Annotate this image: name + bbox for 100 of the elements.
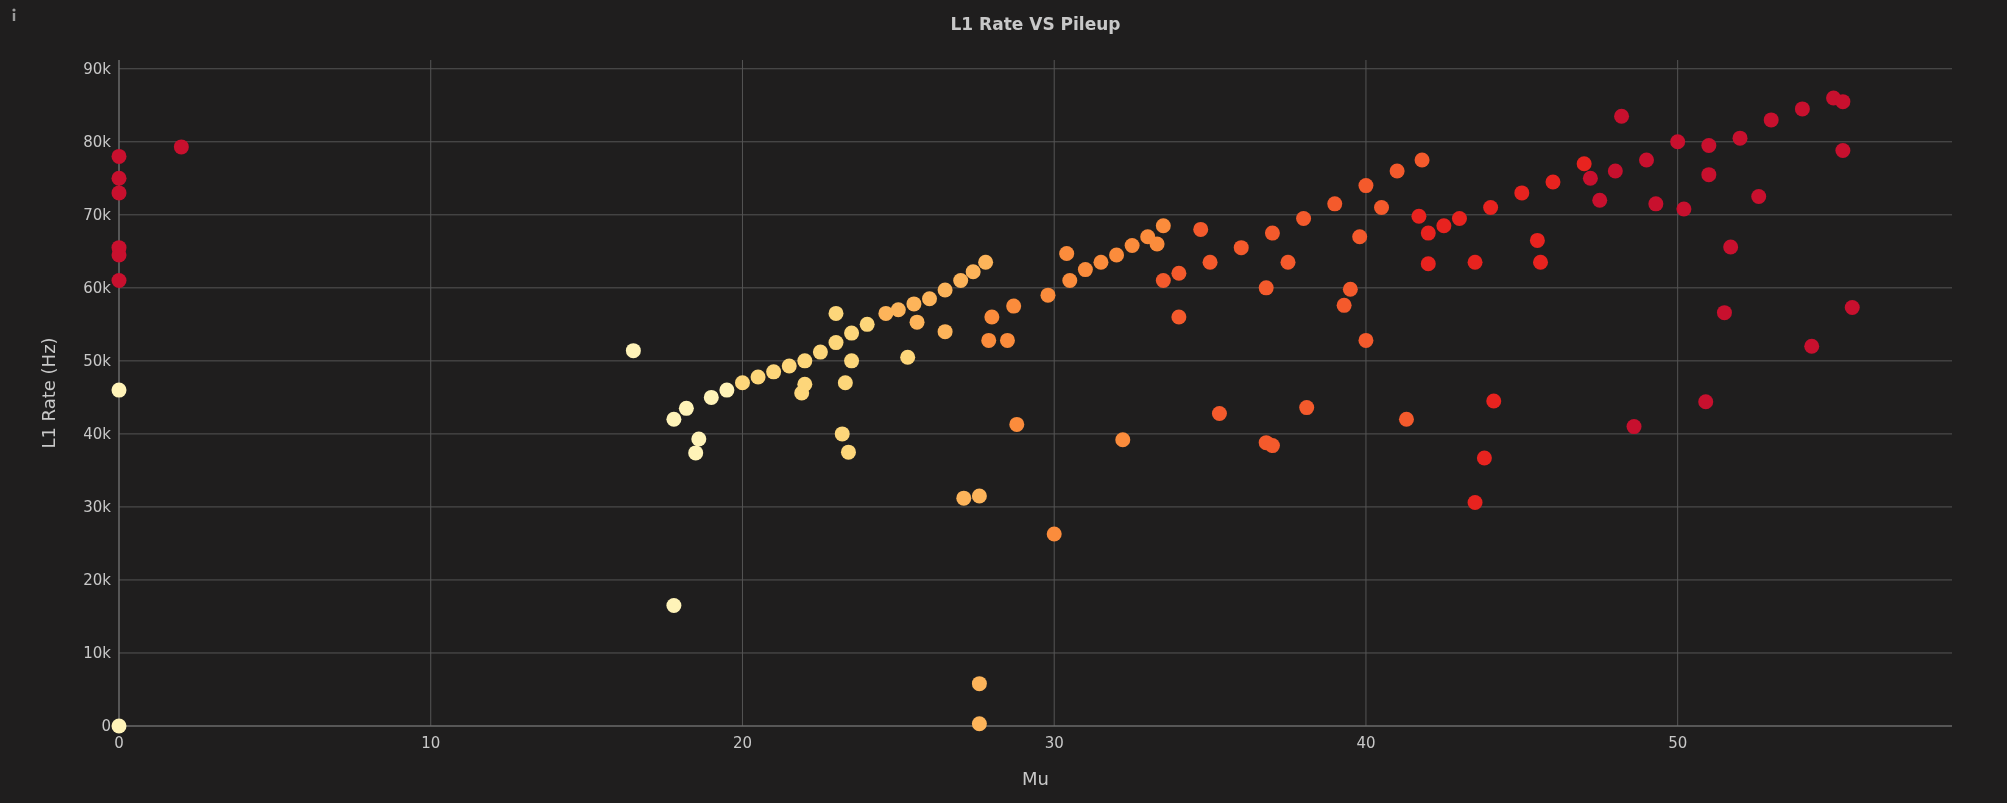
point (111, 273, 127, 289)
point (1414, 152, 1430, 168)
point (688, 445, 704, 461)
point (978, 254, 994, 270)
point (1059, 246, 1075, 262)
point (965, 264, 981, 280)
point (1751, 189, 1767, 205)
point (971, 488, 987, 504)
point (1467, 495, 1483, 511)
point (890, 302, 906, 318)
point (719, 382, 735, 398)
point (1716, 305, 1732, 321)
y-tick-label: 80k (83, 132, 112, 151)
point (666, 411, 682, 427)
point (111, 170, 127, 186)
point (1398, 411, 1414, 427)
point (1483, 200, 1499, 216)
point (844, 353, 860, 369)
point (1202, 254, 1218, 270)
point (111, 382, 127, 398)
point (1046, 526, 1062, 542)
point (1420, 256, 1436, 272)
x-tick-label: 10 (421, 734, 441, 752)
point (111, 718, 127, 734)
point (1701, 167, 1717, 183)
point (1109, 247, 1125, 263)
y-tick-label: 20k (83, 570, 112, 589)
point (1327, 196, 1343, 212)
point (1171, 309, 1187, 325)
point (1670, 134, 1686, 150)
y-tick-label: 70k (83, 205, 112, 224)
x-axis-title: Mu (1022, 768, 1049, 789)
point (781, 358, 797, 374)
point (1582, 170, 1598, 186)
x-tick-label: 30 (1044, 734, 1064, 752)
point (1411, 208, 1427, 224)
point (984, 309, 1000, 325)
point (1639, 152, 1654, 168)
point (1358, 332, 1374, 348)
point (1352, 229, 1368, 245)
point (1040, 287, 1056, 303)
point (1676, 201, 1692, 217)
point (1626, 419, 1642, 435)
point (1476, 450, 1492, 466)
point (1804, 338, 1820, 354)
point (1155, 273, 1171, 289)
point (1545, 174, 1561, 190)
point (1171, 265, 1187, 281)
point (999, 332, 1015, 348)
point (734, 375, 750, 391)
point (1149, 236, 1165, 252)
point (1701, 137, 1717, 153)
point (878, 305, 894, 321)
y-tick-label: 40k (83, 424, 112, 443)
point (812, 344, 828, 360)
point (1648, 196, 1664, 212)
point (1514, 185, 1530, 201)
y-axis-title: L1 Rate (Hz) (38, 337, 59, 449)
point (909, 314, 925, 330)
x-tick-label: 20 (732, 734, 753, 752)
point (1299, 400, 1315, 416)
point (1211, 405, 1227, 421)
point (1723, 239, 1739, 255)
point (981, 332, 997, 348)
point (678, 400, 694, 416)
point (956, 490, 972, 506)
point (1576, 156, 1592, 172)
point (1389, 163, 1405, 179)
point (937, 282, 953, 298)
point (1062, 273, 1078, 289)
point (1486, 393, 1502, 409)
point (111, 185, 127, 201)
y-tick-label: 50k (83, 351, 112, 370)
point (1258, 280, 1274, 296)
point (703, 389, 719, 405)
y-tick-label: 90k (83, 59, 112, 78)
point (111, 148, 127, 164)
point (1233, 240, 1249, 256)
x-tick-label: 40 (1356, 734, 1376, 752)
point (1698, 394, 1714, 410)
point (1296, 210, 1312, 226)
point (1115, 432, 1131, 448)
point (837, 375, 853, 391)
point (953, 273, 969, 289)
x-tick-label: 50 (1668, 734, 1688, 752)
point (922, 291, 938, 307)
point (844, 325, 860, 341)
point (1533, 254, 1549, 270)
point (1006, 298, 1022, 314)
point (1835, 94, 1851, 110)
y-tick-label: 10k (83, 643, 112, 662)
point (1614, 108, 1630, 124)
point (828, 335, 844, 351)
point (1467, 254, 1483, 270)
point (1342, 281, 1358, 297)
point (1763, 112, 1779, 128)
point (1607, 163, 1623, 179)
point (1077, 262, 1093, 278)
point (900, 349, 916, 365)
point (834, 426, 850, 442)
